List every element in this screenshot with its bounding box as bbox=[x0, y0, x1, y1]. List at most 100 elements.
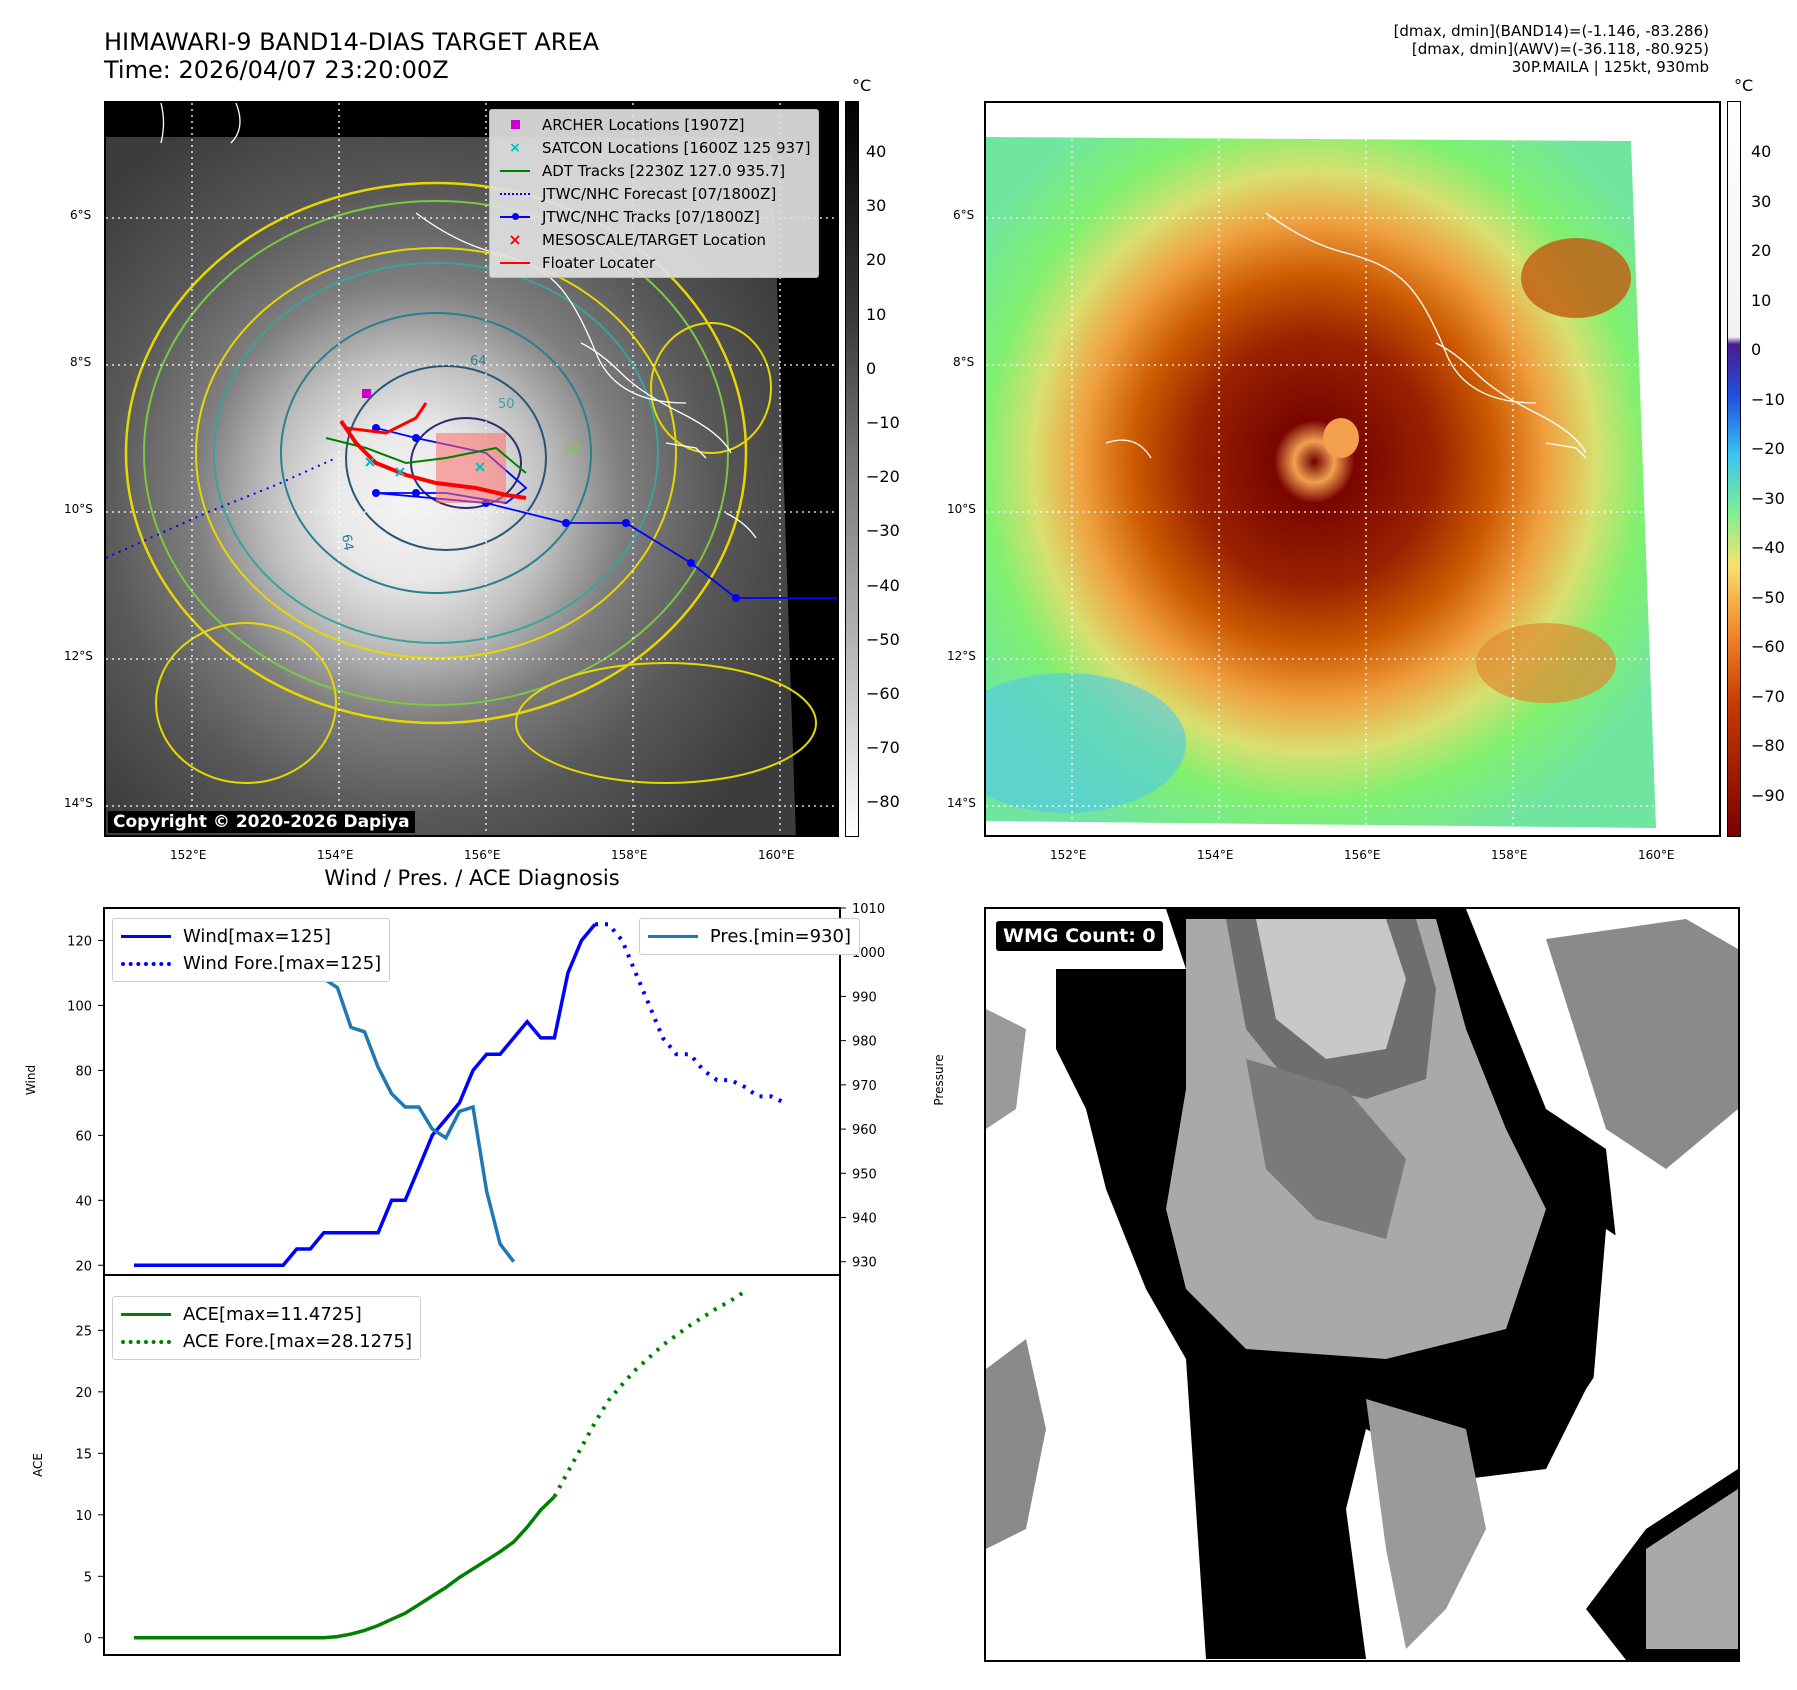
lon-tick: 160°E bbox=[758, 848, 795, 862]
ir-colorbar-tick: 20 bbox=[866, 250, 887, 270]
ace-ytick-label: 15 bbox=[75, 1447, 92, 1462]
legend-label: ADT Tracks [2230Z 127.0 935.7] bbox=[542, 161, 786, 180]
ace-axis-label: ACE bbox=[31, 1453, 45, 1477]
legend-label: Wind Fore.[max=125] bbox=[183, 953, 382, 974]
lon-tick: 152°E bbox=[170, 848, 207, 862]
pressure-ytick-label: 970 bbox=[852, 1079, 877, 1094]
lat-tick: 14°S bbox=[947, 796, 976, 810]
lon-tick: 154°E bbox=[317, 848, 354, 862]
lat-tick: 10°S bbox=[947, 502, 976, 516]
ir-colorbar-tick: −30 bbox=[866, 521, 900, 541]
pressure-ytick-label: 940 bbox=[852, 1212, 877, 1227]
lat-tick: 14°S bbox=[64, 796, 93, 810]
wind-ytick-label: 20 bbox=[75, 1259, 92, 1274]
figure-title: HIMAWARI-9 BAND14-DIAS TARGET AREA bbox=[104, 28, 600, 56]
wind-axis-label: Wind bbox=[24, 1065, 38, 1095]
awv-colorbar-tick: 10 bbox=[1751, 290, 1772, 310]
wmg-panel: WMG Count: 0 bbox=[984, 907, 1740, 1662]
lon-tick: 156°E bbox=[1344, 848, 1381, 862]
blue-line-dot-icon bbox=[500, 212, 530, 220]
legend-wind-fore: Wind Fore.[max=125] bbox=[121, 950, 381, 977]
wind-series bbox=[134, 923, 597, 1268]
ir-colorbar-tick: −70 bbox=[866, 738, 900, 758]
legend-target: × MESOSCALE/TARGET Location bbox=[498, 228, 810, 251]
ace-ytick-label: 20 bbox=[75, 1386, 92, 1401]
contour-label: 64 bbox=[470, 354, 487, 369]
ace-plot-frame bbox=[103, 1274, 841, 1656]
ace-plot: 0 5 10 15 20 25 bbox=[75, 1274, 841, 1656]
awv-colorbar-tick: −90 bbox=[1751, 785, 1785, 805]
legend-pressure: Pres.[min=930] bbox=[647, 923, 851, 950]
awv-colorbar-tick: −40 bbox=[1751, 538, 1785, 557]
wind-ytick-label: 40 bbox=[75, 1194, 92, 1209]
diagnosis-title: Wind / Pres. / ACE Diagnosis bbox=[324, 866, 620, 890]
awv-colorbar-tick: −20 bbox=[1751, 439, 1785, 458]
pressure-legend: Pres.[min=930] bbox=[638, 918, 860, 955]
legend-forecast: JTWC/NHC Forecast [07/1800Z] bbox=[498, 182, 810, 205]
awv-colorbar-tick: −50 bbox=[1751, 587, 1785, 607]
wind-ytick-label: 60 bbox=[75, 1129, 92, 1144]
legend-floater: Floater Locater bbox=[498, 251, 810, 274]
legend-label: ACE[max=11.4725] bbox=[183, 1304, 362, 1325]
lat-tick: 12°S bbox=[947, 649, 976, 663]
legend-satcon: × SATCON Locations [1600Z 125 937] bbox=[498, 136, 810, 159]
ir-map-panel: 64 64 50 34 ARCHER Locations [1907Z] × S… bbox=[104, 101, 839, 837]
meta-storm: 30P.MAILA | 125kt, 930mb bbox=[1511, 58, 1709, 76]
awv-colorbar-tick: 20 bbox=[1751, 241, 1772, 260]
ir-colorbar-unit: °C bbox=[852, 76, 872, 95]
awv-colorbar-tick: 30 bbox=[1751, 191, 1772, 211]
wind-ytick-label: 80 bbox=[75, 1064, 92, 1079]
lon-tick: 152°E bbox=[1050, 848, 1087, 862]
blue-dotted-line-icon bbox=[500, 192, 530, 195]
lon-tick: 154°E bbox=[1197, 848, 1234, 862]
pressure-ytick-label: 990 bbox=[852, 990, 877, 1005]
awv-map-image bbox=[986, 103, 1719, 835]
ace-series bbox=[134, 1495, 556, 1640]
legend-adt: ADT Tracks [2230Z 127.0 935.7] bbox=[498, 159, 810, 182]
ace-ytick-label: 25 bbox=[75, 1324, 92, 1339]
legend-archer: ARCHER Locations [1907Z] bbox=[498, 113, 810, 136]
awv-colorbar bbox=[1727, 101, 1741, 837]
cyan-x-icon: × bbox=[509, 139, 521, 156]
ace-ytick-label: 5 bbox=[84, 1570, 92, 1585]
lon-tick: 158°E bbox=[1491, 848, 1528, 862]
awv-map-panel bbox=[984, 101, 1721, 837]
pressure-ytick-label: 930 bbox=[852, 1256, 877, 1271]
meta-band14: [dmax, dmin](BAND14)=(-1.146, -83.286) bbox=[1393, 22, 1709, 40]
pressure-ytick-label: 960 bbox=[852, 1123, 877, 1138]
legend-label: JTWC/NHC Forecast [07/1800Z] bbox=[542, 184, 777, 203]
lon-tick: 158°E bbox=[611, 848, 648, 862]
lat-tick: 8°S bbox=[953, 355, 975, 369]
lon-tick: 156°E bbox=[464, 848, 501, 862]
ace-forecast-series bbox=[552, 1290, 746, 1498]
wind-legend: Wind[max=125] Wind Fore.[max=125] bbox=[112, 918, 391, 982]
meta-block: [dmax, dmin](BAND14)=(-1.146, -83.286) [… bbox=[1009, 22, 1709, 76]
legend-label: Pres.[min=930] bbox=[709, 926, 851, 947]
ace-ytick-label: 0 bbox=[84, 1632, 92, 1647]
ir-colorbar-tick: −20 bbox=[866, 467, 900, 487]
awv-colorbar-tick: 0 bbox=[1751, 340, 1762, 359]
wmg-image bbox=[986, 909, 1738, 1660]
ir-colorbar-tick: 30 bbox=[866, 196, 887, 216]
red-x-icon: × bbox=[508, 230, 522, 249]
contour-label: 50 bbox=[498, 397, 515, 412]
ir-colorbar-tick: −60 bbox=[866, 684, 900, 703]
pressure-axis-label: Pressure bbox=[932, 1054, 946, 1105]
legend-label: Wind[max=125] bbox=[183, 926, 331, 947]
legend-ace-fore: ACE Fore.[max=28.1275] bbox=[121, 1328, 412, 1355]
lon-tick: 160°E bbox=[1638, 848, 1675, 862]
pressure-ytick-label: 1000 bbox=[852, 946, 885, 961]
wind-ytick-label: 120 bbox=[67, 934, 92, 949]
lat-tick: 8°S bbox=[70, 355, 92, 369]
wind-ytick-label: 100 bbox=[67, 999, 92, 1014]
awv-colorbar-tick: 40 bbox=[1751, 142, 1772, 161]
awv-colorbar-tick: −60 bbox=[1751, 637, 1785, 656]
red-line-icon bbox=[500, 261, 530, 264]
legend-wind: Wind[max=125] bbox=[121, 923, 381, 950]
ir-colorbar-tick: 0 bbox=[866, 358, 877, 378]
pressure-ytick-label: 950 bbox=[852, 1167, 877, 1182]
contour-label: 34 bbox=[564, 442, 581, 457]
pressure-ytick-label: 1010 bbox=[852, 902, 885, 917]
diagnosis-chart: 2040608010012093094095096097098099010001… bbox=[24, 902, 946, 1656]
wind-forecast-series bbox=[595, 922, 786, 1105]
